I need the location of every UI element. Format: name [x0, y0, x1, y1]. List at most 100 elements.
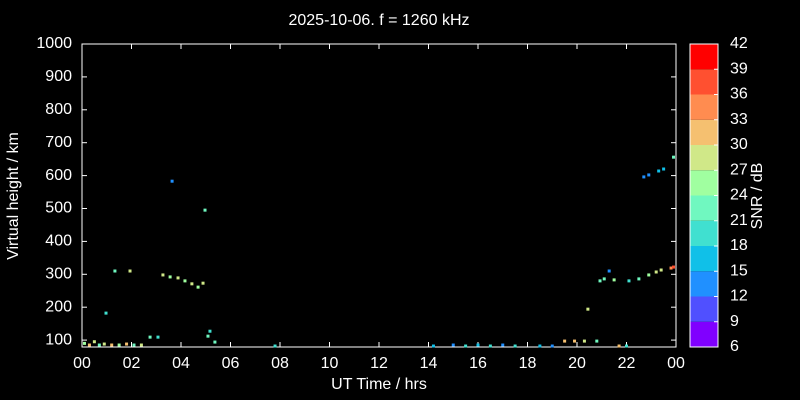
point: [612, 278, 616, 282]
x-tick-label: 22: [618, 355, 636, 372]
point: [476, 343, 480, 347]
point: [183, 279, 187, 283]
point: [669, 266, 673, 270]
point: [168, 275, 172, 279]
point: [647, 173, 651, 177]
point: [672, 155, 676, 159]
point: [586, 307, 590, 311]
colorbar-band: [690, 321, 718, 347]
point: [617, 344, 621, 348]
point: [102, 342, 106, 346]
colorbar-tick-label: 33: [730, 111, 748, 128]
colorbar-tick-label: 39: [730, 60, 748, 77]
x-tick-label: 00: [667, 355, 685, 372]
point: [657, 169, 661, 173]
point: [104, 311, 108, 315]
colorbar-band: [690, 119, 718, 145]
colorbar-tick-label: 36: [730, 86, 748, 103]
point: [431, 344, 435, 348]
point: [170, 179, 174, 183]
colorbar-tick-label: 15: [730, 262, 748, 279]
plot-frame: [81, 43, 677, 348]
colorbar-band: [690, 94, 718, 120]
y-tick-label: 300: [45, 266, 72, 283]
point: [595, 339, 599, 343]
point: [132, 343, 136, 347]
point: [647, 273, 651, 277]
x-tick-label: 00: [73, 355, 91, 372]
x-tick-label: 14: [420, 355, 438, 372]
colorbar-band: [690, 296, 718, 322]
colorbar-band: [690, 69, 718, 95]
x-tick-label: 20: [568, 355, 586, 372]
colorbar-tick-label: 6: [730, 338, 739, 355]
point: [538, 344, 542, 348]
y-tick-label: 900: [45, 68, 72, 85]
point: [627, 279, 631, 283]
point: [625, 344, 628, 348]
point: [464, 344, 468, 348]
x-tick-label: 02: [123, 355, 141, 372]
y-tick-label: 200: [45, 298, 72, 315]
colorbar-tick-label: 42: [730, 35, 748, 52]
point: [110, 343, 114, 347]
y-tick-label: 500: [45, 200, 72, 217]
point: [87, 343, 91, 347]
point: [139, 343, 143, 347]
colorbar-tick-label: 18: [730, 237, 748, 254]
point: [654, 270, 658, 274]
colorbar-tick-label: 27: [730, 161, 748, 178]
point: [161, 273, 165, 277]
x-tick-label: 04: [172, 355, 190, 372]
y-tick-label: 800: [45, 101, 72, 118]
y-tick-label: 1000: [36, 35, 72, 52]
point: [501, 343, 505, 347]
colorbar-band: [690, 195, 718, 221]
point: [176, 276, 180, 280]
point: [582, 339, 586, 343]
point: [125, 342, 129, 346]
colorbar-tick-label: 24: [730, 187, 748, 204]
x-tick-label: 12: [370, 355, 388, 372]
colorbar-tick-label: 30: [730, 136, 748, 153]
point: [97, 343, 101, 347]
y-tick-label: 600: [45, 167, 72, 184]
point: [602, 277, 606, 281]
point: [148, 335, 152, 339]
point: [607, 269, 611, 273]
point: [113, 269, 117, 273]
colorbar-tick-label: 21: [730, 212, 748, 229]
colorbar-band: [690, 170, 718, 196]
point: [128, 269, 132, 273]
point: [208, 329, 212, 333]
point: [201, 281, 205, 285]
x-tick-label: 10: [321, 355, 339, 372]
point: [488, 344, 492, 348]
x-axis-label: UT Time / hrs: [331, 376, 427, 393]
colorbar-band: [690, 44, 718, 70]
point: [82, 341, 86, 345]
x-tick-label: 18: [519, 355, 537, 372]
x-tick-label: 08: [271, 355, 289, 372]
point: [672, 265, 676, 269]
point: [659, 268, 663, 272]
point: [92, 340, 96, 344]
chart-title: 2025-10-06. f = 1260 kHz: [288, 12, 469, 29]
point: [513, 344, 517, 348]
point: [573, 339, 577, 343]
y-tick-label: 400: [45, 233, 72, 250]
point: [642, 175, 646, 179]
colorbar-label: SNR / dB: [749, 163, 766, 230]
colorbar-band: [690, 271, 718, 297]
point: [190, 282, 194, 286]
x-tick-label: 16: [469, 355, 487, 372]
colorbar-band: [690, 220, 718, 246]
colorbar-band: [690, 145, 718, 171]
x-tick-label: 06: [222, 355, 240, 372]
colorbar-band: [690, 246, 718, 272]
y-tick-label: 700: [45, 134, 72, 151]
point: [550, 344, 554, 348]
colorbar-tick-label: 9: [730, 313, 739, 330]
point: [662, 167, 666, 171]
